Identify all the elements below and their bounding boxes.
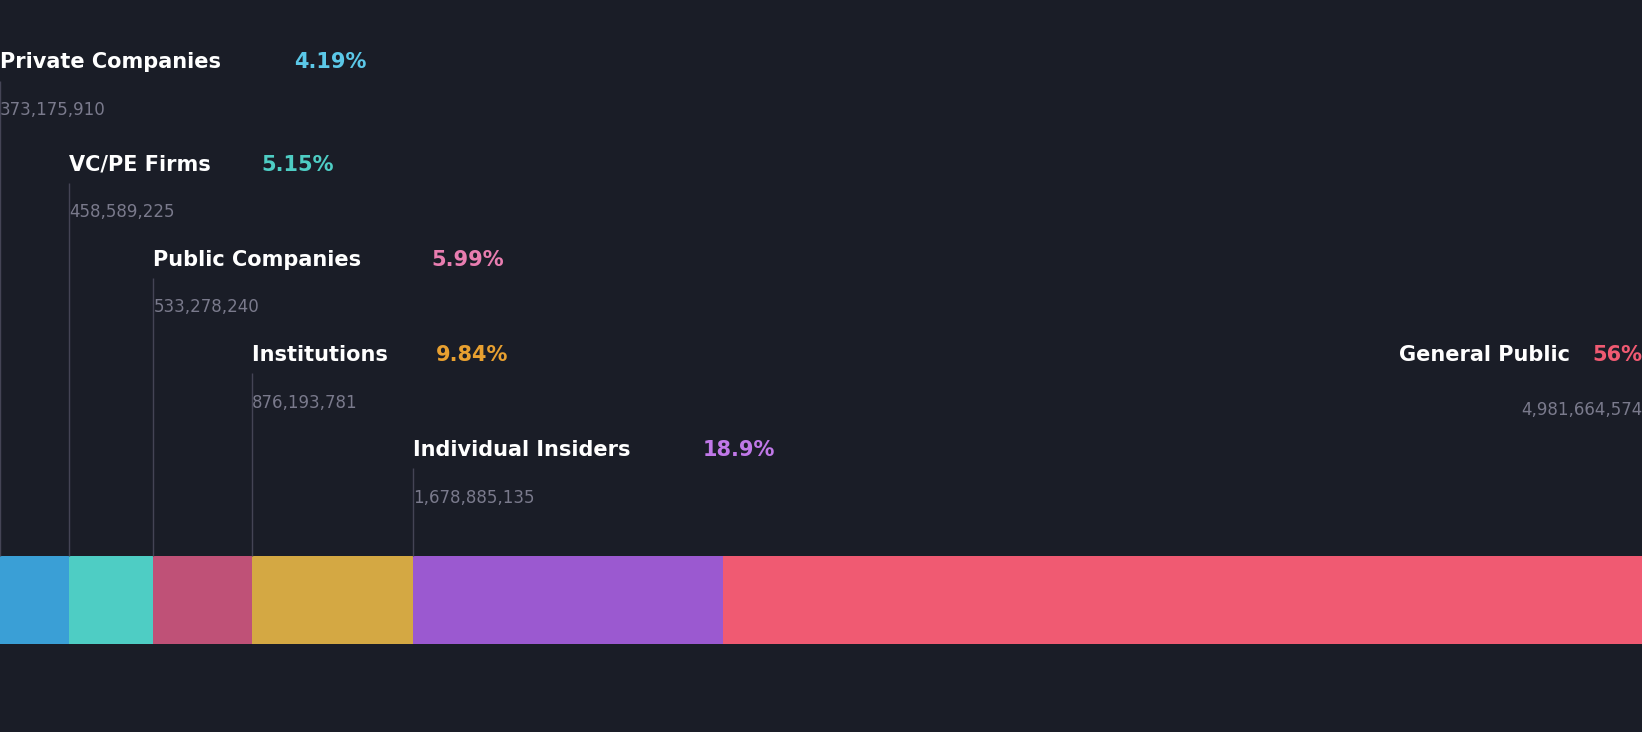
Text: 5.99%: 5.99% — [432, 250, 504, 270]
Bar — [414, 556, 722, 644]
Text: Private Companies: Private Companies — [0, 52, 228, 72]
Bar — [0, 556, 69, 644]
Bar — [69, 556, 153, 644]
Text: 458,589,225: 458,589,225 — [69, 203, 174, 221]
Text: 18.9%: 18.9% — [703, 440, 775, 460]
Text: 4,981,664,574: 4,981,664,574 — [1520, 401, 1642, 419]
Text: Public Companies: Public Companies — [153, 250, 369, 270]
Text: 533,278,240: 533,278,240 — [153, 299, 259, 316]
Text: 9.84%: 9.84% — [437, 345, 509, 365]
Text: General Public: General Public — [1399, 345, 1578, 365]
Text: Institutions: Institutions — [251, 345, 394, 365]
Text: Individual Insiders: Individual Insiders — [414, 440, 637, 460]
Bar — [153, 556, 251, 644]
Text: 5.15%: 5.15% — [261, 154, 333, 175]
Text: 4.19%: 4.19% — [294, 52, 366, 72]
Text: VC/PE Firms: VC/PE Firms — [69, 154, 218, 175]
Bar — [722, 556, 1642, 644]
Text: 876,193,781: 876,193,781 — [251, 394, 358, 411]
Text: 1,678,885,135: 1,678,885,135 — [414, 489, 535, 507]
Text: 373,175,910: 373,175,910 — [0, 101, 105, 119]
Text: 56%: 56% — [1593, 345, 1642, 365]
Bar — [251, 556, 414, 644]
